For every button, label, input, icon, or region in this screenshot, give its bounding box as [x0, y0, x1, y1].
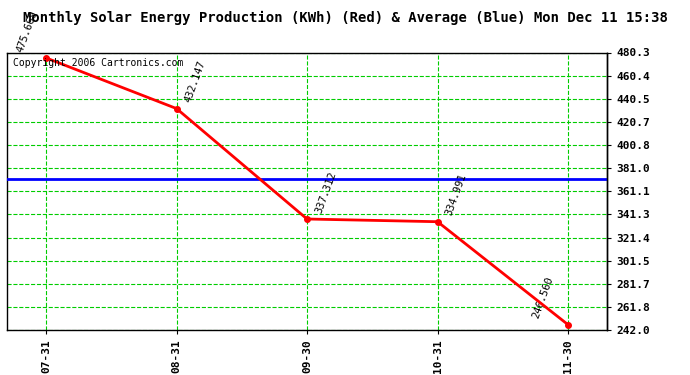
- Text: 246.560: 246.560: [531, 276, 555, 320]
- Text: 337.312: 337.312: [313, 170, 338, 214]
- Text: Copyright 2006 Cartronics.com: Copyright 2006 Cartronics.com: [13, 58, 184, 68]
- Text: 334.991: 334.991: [444, 172, 469, 217]
- Text: 475.669: 475.669: [15, 9, 39, 53]
- Text: 432.147: 432.147: [183, 59, 208, 104]
- Text: Monthly Solar Energy Production (KWh) (Red) & Average (Blue) Mon Dec 11 15:38: Monthly Solar Energy Production (KWh) (R…: [23, 11, 667, 26]
